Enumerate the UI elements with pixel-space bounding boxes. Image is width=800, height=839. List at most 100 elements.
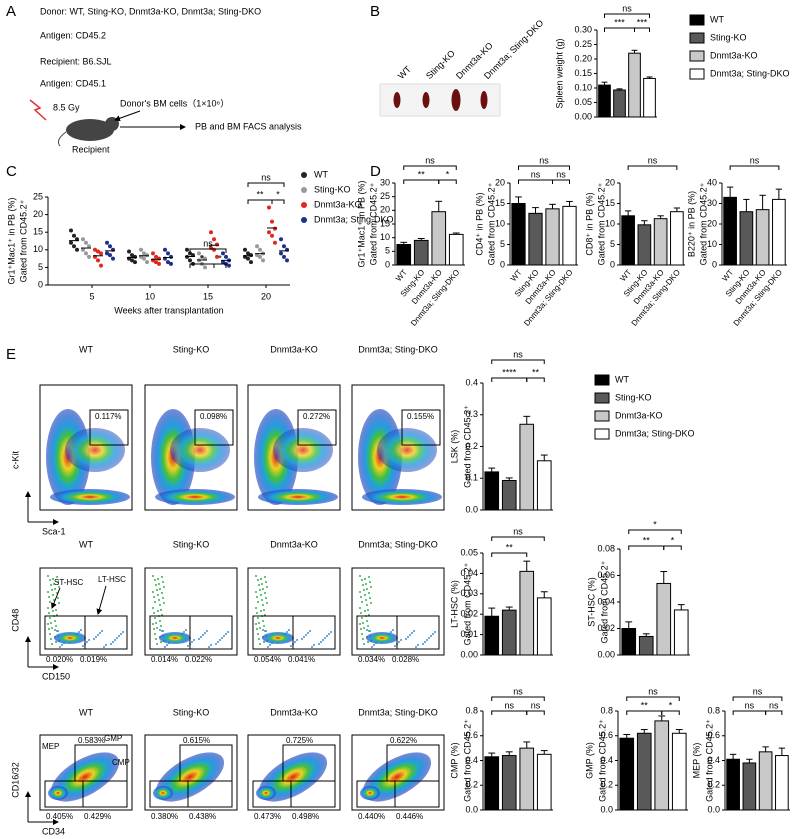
point — [169, 261, 173, 266]
event — [217, 641, 219, 643]
event — [294, 641, 296, 643]
gate — [194, 409, 234, 446]
event — [159, 620, 161, 622]
gate-percent: 0.022% — [185, 655, 212, 664]
y-tick-label: 5 — [385, 246, 390, 256]
bar — [621, 215, 635, 266]
y-tick-label: 20 — [495, 177, 505, 187]
event — [156, 627, 158, 629]
point — [111, 256, 115, 261]
event — [122, 631, 124, 633]
event — [324, 637, 326, 639]
y-axis-label: Gated from CD45.2⁺ — [596, 182, 606, 265]
significance-bracket — [732, 696, 783, 701]
point — [108, 253, 112, 258]
legend-swatch — [594, 410, 610, 422]
y-tick-label: 10 — [33, 244, 43, 254]
gate-percent: 0.429% — [84, 812, 111, 821]
significance-bracket — [518, 179, 553, 184]
y-tick-label: 15 — [33, 227, 43, 237]
point — [96, 258, 100, 263]
gate-percent: 0.028% — [392, 655, 419, 664]
legend-swatch — [689, 14, 705, 26]
event — [56, 576, 58, 578]
event — [326, 635, 328, 637]
event — [259, 627, 261, 629]
spleen — [422, 92, 430, 108]
event — [260, 610, 262, 612]
gate-percent: 0.446% — [396, 812, 423, 821]
y-tick-label: 0.20 — [574, 53, 592, 63]
significance-label: * — [653, 519, 657, 529]
event — [265, 630, 267, 632]
x-tick-label: WT — [509, 268, 524, 283]
event — [57, 581, 59, 583]
point — [75, 247, 79, 252]
density — [54, 632, 86, 644]
point — [157, 261, 161, 266]
gate-percent: 0.019% — [80, 655, 107, 664]
event — [155, 622, 157, 624]
bar — [519, 747, 535, 811]
event — [303, 636, 305, 638]
event — [55, 641, 57, 643]
bar — [673, 609, 689, 656]
event — [162, 630, 164, 632]
point — [133, 260, 137, 265]
point — [188, 251, 192, 256]
density — [377, 428, 437, 472]
event — [52, 610, 54, 612]
y-tick-label: 0.25 — [574, 39, 592, 49]
event — [301, 638, 303, 640]
bar — [431, 211, 447, 266]
flow-title: Sting-KO — [173, 539, 210, 549]
y-tick-label: 20 — [707, 218, 717, 228]
event — [367, 625, 369, 627]
bar — [628, 52, 641, 118]
event — [155, 584, 157, 586]
significance-bracket — [626, 710, 663, 715]
gate-percent: 0.014% — [151, 655, 178, 664]
y-tick-label: 5 — [500, 239, 505, 249]
legend-label: Sting-KO — [710, 32, 747, 42]
density — [360, 786, 380, 800]
event — [362, 584, 364, 586]
significance-label: ns — [648, 155, 658, 165]
point — [279, 237, 283, 242]
y-tick-label: 10 — [707, 239, 717, 249]
y-tick-label: 0 — [38, 279, 43, 289]
event — [202, 634, 204, 636]
point — [203, 265, 207, 270]
event — [54, 588, 56, 590]
point — [99, 251, 103, 256]
y-tick-label: 0.2 — [465, 780, 478, 790]
significance-label: * — [669, 700, 673, 710]
gate — [394, 780, 440, 808]
event — [409, 634, 411, 636]
event — [221, 637, 223, 639]
bar — [501, 479, 517, 511]
point — [93, 247, 97, 252]
event — [187, 645, 189, 647]
density — [65, 428, 125, 472]
bar — [638, 635, 654, 656]
event — [311, 646, 313, 648]
event — [158, 599, 160, 601]
point — [215, 242, 219, 247]
significance-bracket — [518, 165, 570, 170]
photo-label: Sting-KO — [424, 48, 457, 81]
event — [185, 629, 187, 631]
point — [221, 260, 225, 265]
analysis-text: PB and BM FACS analysis — [195, 121, 302, 131]
legend-label: Dnmt3a-KO — [615, 410, 663, 420]
flow-y-axis: CD48 — [10, 609, 20, 632]
point — [224, 254, 228, 259]
event — [52, 578, 54, 580]
y-tick-label: 20 — [605, 177, 615, 187]
legend-label: Dnmt3a; Sting-DKO — [314, 214, 394, 224]
point — [267, 205, 271, 210]
y-tick-label: 0.3 — [465, 409, 478, 419]
event — [256, 612, 258, 614]
y-tick-label: 0.15 — [574, 68, 592, 78]
significance-label: ns — [769, 700, 779, 710]
